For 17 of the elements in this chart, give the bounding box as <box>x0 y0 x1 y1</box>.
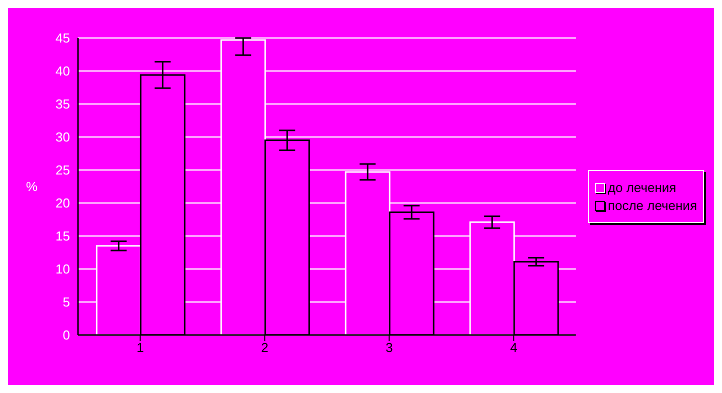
y-tick-label: 0 <box>62 328 70 343</box>
x-tick-label: 4 <box>510 340 518 356</box>
y-tick-label: 45 <box>56 30 70 46</box>
y-tick-label: 5 <box>62 294 70 310</box>
y-tick-label: 30 <box>56 130 70 145</box>
legend-label: до лечения <box>608 180 676 195</box>
y-tick-label: 35 <box>56 96 70 112</box>
y-tick-label: 40 <box>56 64 70 79</box>
x-tick-label: 3 <box>386 340 393 356</box>
y-tick-label: 20 <box>56 196 70 211</box>
x-tick-label: 2 <box>261 340 268 356</box>
y-tick-label: 25 <box>56 162 70 178</box>
y-tick-label: 10 <box>56 262 70 277</box>
x-tick-label: 1 <box>136 340 144 356</box>
y-axis-title: % <box>26 179 38 194</box>
legend-label: после лечения <box>608 198 697 213</box>
y-tick-label: 15 <box>56 228 70 244</box>
